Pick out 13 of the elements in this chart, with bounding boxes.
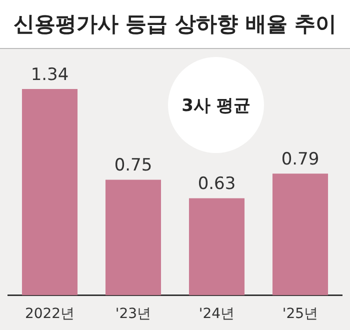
data-label: 1.34 [30, 64, 69, 85]
data-label: 0.63 [198, 174, 236, 194]
bar [188, 198, 245, 296]
data-label: 0.79 [281, 150, 320, 170]
x-tick-label: 2022년 [24, 306, 75, 322]
chart-title: 신용평가사 등급 상하향 배율 추이 [0, 0, 350, 49]
bar [22, 89, 78, 296]
x-tick-label: '25년 [282, 306, 318, 322]
bar [272, 174, 328, 296]
x-tick-label: '23년 [115, 306, 152, 322]
data-label: 0.75 [114, 156, 152, 176]
x-tick-label: '24년 [198, 306, 235, 322]
bar [105, 180, 162, 296]
